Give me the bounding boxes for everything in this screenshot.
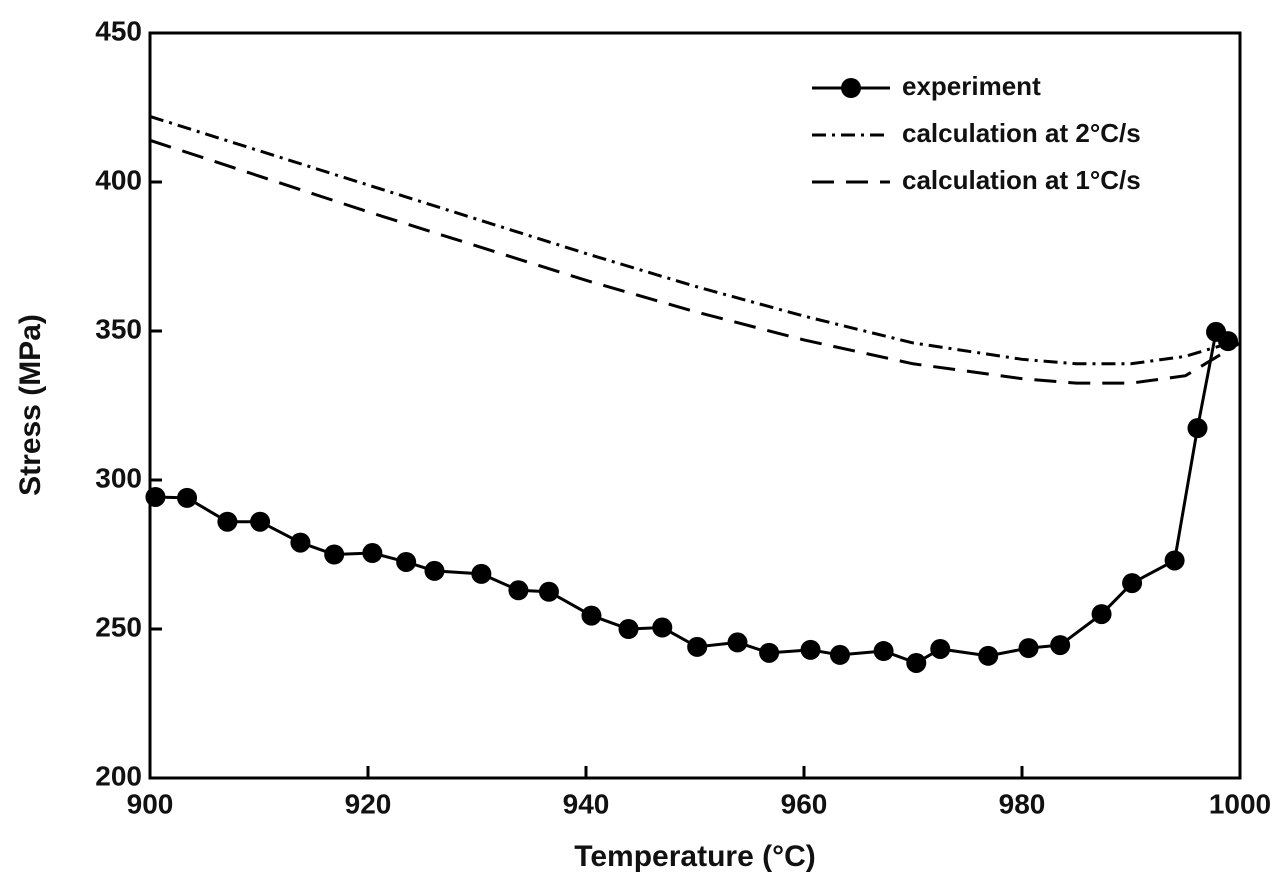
- data-point: [508, 580, 529, 601]
- data-point: [652, 617, 673, 638]
- x-tick-label: 1000: [1209, 788, 1271, 819]
- legend-label: calculation at 1°C/s: [902, 165, 1141, 195]
- y-tick-label: 250: [95, 611, 142, 642]
- plot-frame: [148, 31, 1242, 780]
- data-point: [930, 638, 951, 659]
- legend-label: experiment: [902, 71, 1041, 101]
- series-line: [149, 115, 1241, 366]
- data-point: [471, 563, 492, 584]
- data-point: [538, 581, 559, 602]
- data-point: [1164, 550, 1185, 571]
- data-point: [145, 486, 166, 507]
- data-point: [687, 636, 708, 657]
- y-tick-label: 350: [95, 313, 142, 344]
- x-tick-label: 980: [999, 788, 1046, 819]
- series-line: [149, 138, 1241, 385]
- data-point: [1091, 604, 1112, 625]
- legend-label: calculation at 2°C/s: [902, 118, 1141, 148]
- data-point: [829, 644, 850, 665]
- data-point: [324, 544, 345, 565]
- y-tick-label: 200: [95, 760, 142, 791]
- y-tick-label: 400: [95, 164, 142, 195]
- data-point: [978, 645, 999, 666]
- data-point: [906, 652, 927, 673]
- x-axis-label: Temperature (°C): [574, 840, 815, 873]
- data-point: [800, 639, 821, 660]
- legend-marker: [841, 78, 861, 98]
- data-point: [1018, 638, 1039, 659]
- x-tick-label: 900: [127, 788, 174, 819]
- data-point: [424, 560, 445, 581]
- x-tick-label: 940: [563, 788, 610, 819]
- data-point: [217, 511, 238, 532]
- data-point: [290, 532, 311, 553]
- data-point: [177, 487, 198, 508]
- data-point: [1187, 418, 1208, 439]
- x-tick-label: 960: [781, 788, 828, 819]
- data-point: [1050, 635, 1071, 656]
- series-line: [155, 329, 1229, 665]
- data-point: [362, 543, 383, 564]
- y-tick-label: 300: [95, 462, 142, 493]
- data-point: [618, 619, 639, 639]
- x-tick-label: 920: [345, 788, 392, 819]
- data-point: [759, 642, 780, 663]
- data-point: [250, 511, 271, 532]
- y-axis-label: Stress (MPa): [14, 314, 47, 496]
- data-point: [581, 605, 602, 626]
- data-point: [396, 551, 417, 572]
- data-point: [1122, 573, 1143, 594]
- y-tick-label: 450: [95, 15, 142, 46]
- data-point: [873, 641, 894, 662]
- data-point: [727, 632, 748, 653]
